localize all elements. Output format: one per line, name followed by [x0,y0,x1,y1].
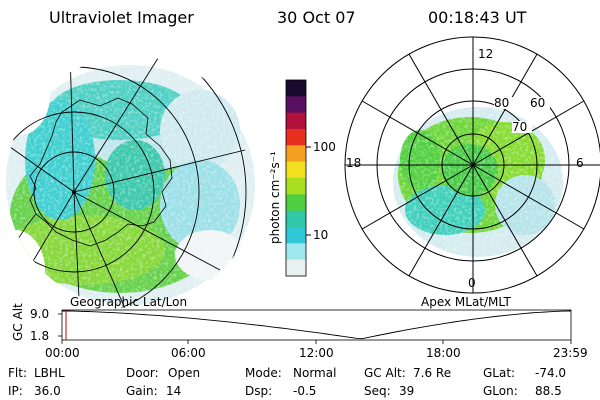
colorbar-segment [286,80,306,97]
mlat-label-80: 80 [494,96,510,110]
mlt-spoke [361,100,474,166]
mlt-label-12: 12 [478,47,494,61]
colorbar-segment [286,259,306,277]
antarctica-coastline [29,97,173,247]
mlt-label-6: 6 [576,156,584,170]
magnetic-polar-plot [344,36,600,294]
timeline-xtick-1200: 12:00 [299,346,334,360]
dsp-value: -0.5 [293,384,317,398]
filter-value: LBHL [34,366,65,380]
mlt-label-18: 18 [346,156,362,170]
seq-value: 39 [399,384,415,398]
mlt-label-0: 0 [468,276,476,290]
glat-value: -74.0 [535,366,567,380]
mlt-spoke [408,164,474,277]
filter-label: Flt: [8,366,27,380]
geo-meridians [6,56,246,308]
colorbar-tick-label-10: 10 [313,228,329,242]
gain-label: Gain: [126,384,158,398]
colorbar-segment [286,161,306,179]
colorbar-segment [286,243,306,261]
orbit-timeline: GC Alt [11,303,572,344]
colorbar-segment [286,178,306,195]
mode-value: Normal [293,366,337,380]
date-label: 30 Oct 07 [277,8,356,27]
mlt-spoke [361,164,474,230]
glat-label: GLat: [483,366,516,380]
timeline-ytick-9: 9.0 [30,307,50,321]
colorbar-segment [286,194,306,212]
colorbar-segment [286,210,306,228]
colorbar-segment [286,227,306,244]
glon-value: 88.5 [535,384,562,398]
seq-label: Seq: [364,384,391,398]
timeline-xtick-2359: 23:59 [553,346,588,360]
ip-label: IP: [8,384,23,398]
gc-altitude-curve [62,310,572,340]
dsp-label: Dsp: [245,384,273,398]
gain-value: 14 [166,384,182,398]
left-panel-caption: Geographic Lat/Lon [70,295,188,309]
mlt-spoke [472,164,585,230]
ip-value: 36.0 [34,384,61,398]
timeline-xtick-1800: 18:00 [426,346,461,360]
door-value: Open [168,366,201,380]
colorbar-segment [286,112,306,130]
colorbar-segment [286,96,306,114]
door-label: Door: [126,366,159,380]
mlat-label-70-visible: 70 [512,120,528,134]
timeline-xtick-0000: 00:00 [45,346,80,360]
gc-alt-label: GC Alt: [364,366,406,380]
mlat-label-60: 60 [530,96,546,110]
mlt-spoke [472,164,538,277]
colorbar: photon cm⁻²s⁻¹ [268,79,311,277]
colorbar-unit-label: photon cm⁻²s⁻¹ [268,151,282,244]
glon-label: GLon: [483,384,518,398]
colorbar-segment [286,145,306,163]
right-panel-caption: Apex MLat/MLT [421,295,511,309]
timeline-ytick-1-8: 1.8 [30,329,50,343]
gc-alt-value: 7.6 Re [413,366,452,380]
mlt-spoke [472,53,538,166]
timeline-axis-label: GC Alt [11,303,25,341]
time-label: 00:18:43 UT [428,8,527,27]
mode-label: Mode: [245,366,282,380]
colorbar-segment [286,129,306,146]
instrument-title: Ultraviolet Imager [49,8,194,27]
colorbar-tick-label-100: 100 [313,140,336,154]
timeline-xtick-0600: 06:00 [171,346,206,360]
mlt-spoke [408,53,474,166]
